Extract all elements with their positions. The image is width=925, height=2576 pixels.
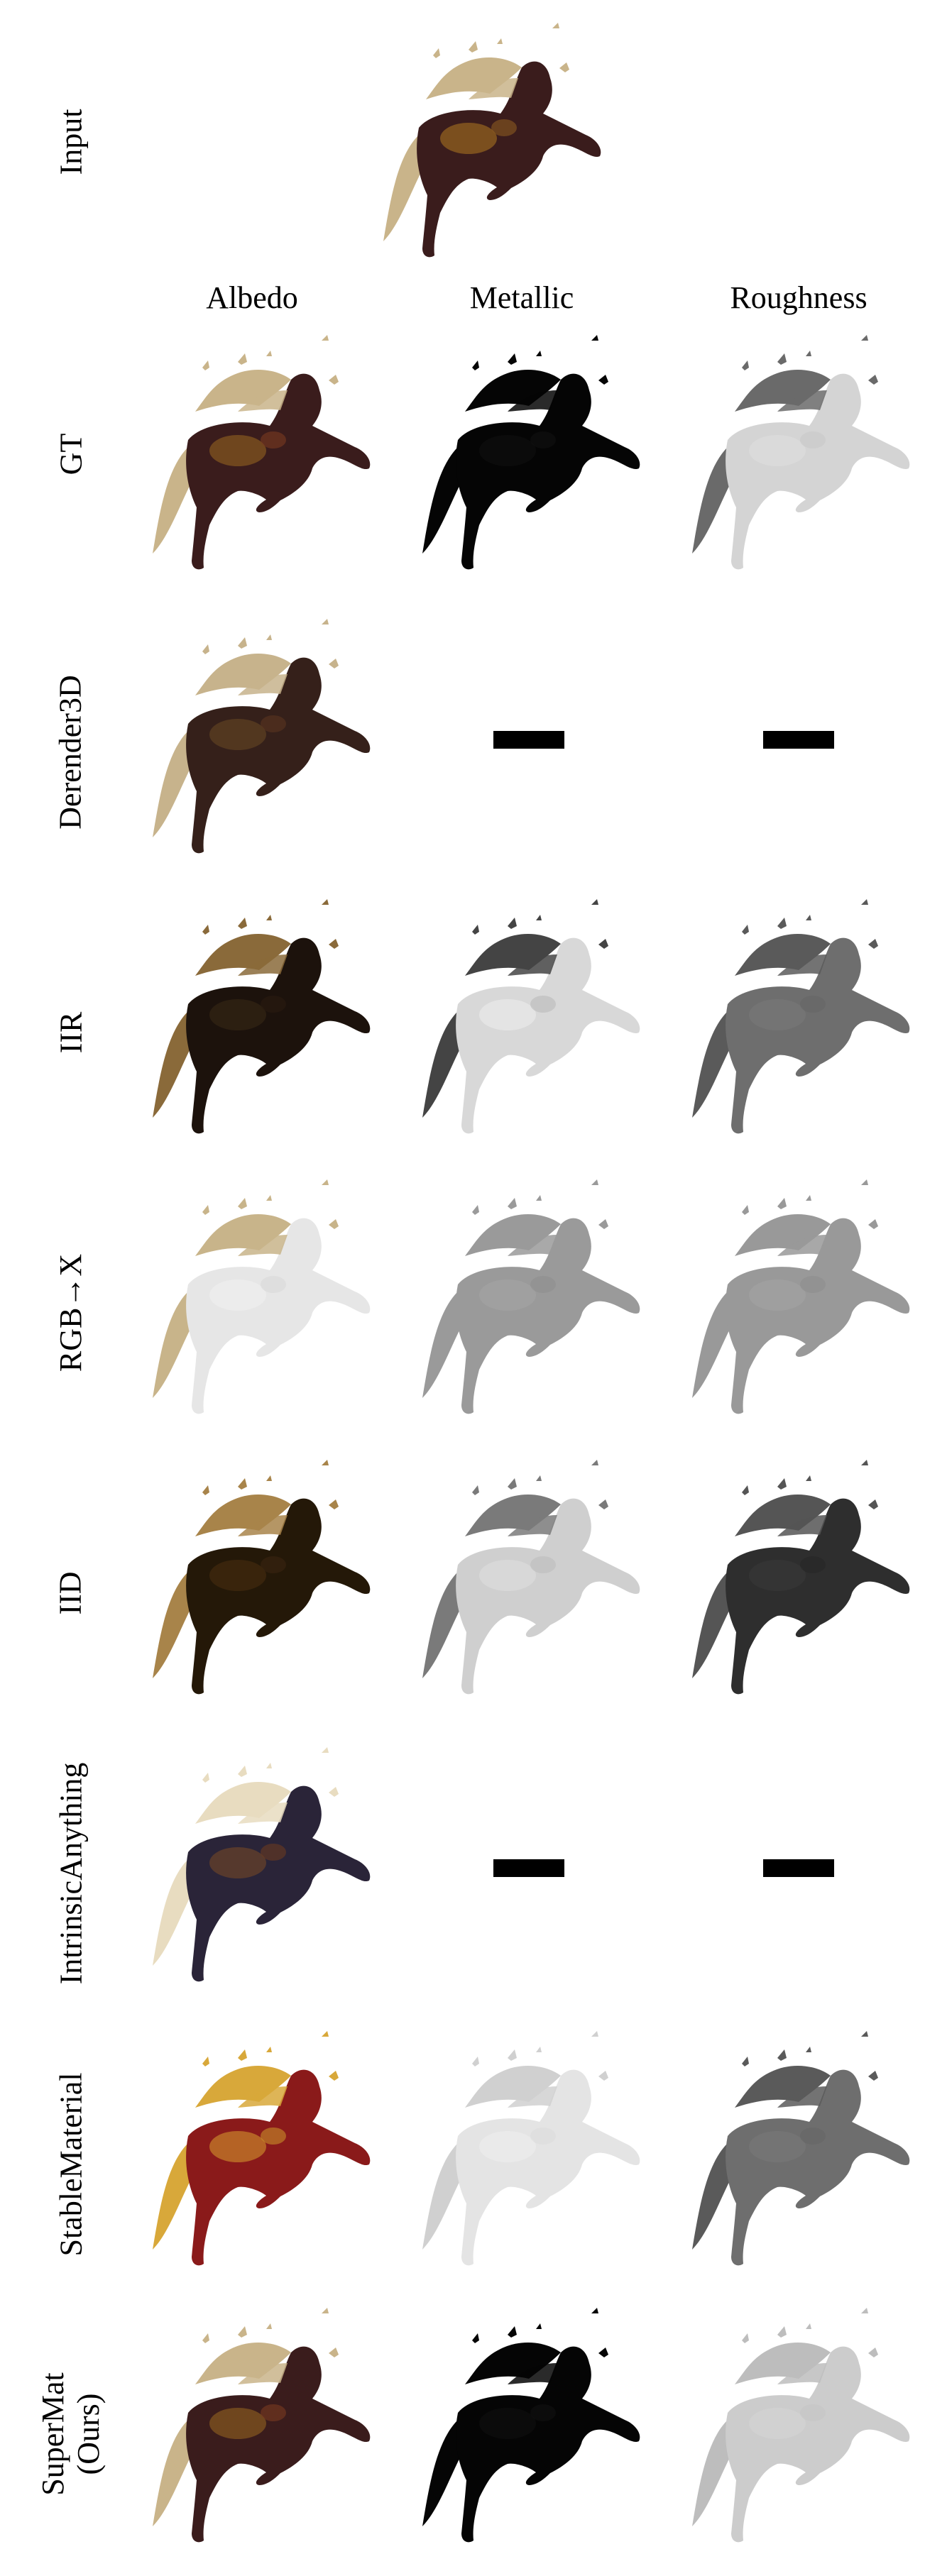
image-roughness-iid [678,1451,919,1707]
unavailable-mark-roughness-intrinsicanything [763,1859,834,1877]
column-header-metallic: Metallic [469,280,574,315]
image-albedo-stablematerial [138,2022,380,2278]
row-label-supermat: SuperMat (Ours) [35,2372,106,2496]
image-metallic-rgb-x [408,1171,650,1426]
image-metallic-gt [408,326,650,582]
image-albedo-iid [138,1451,380,1707]
image-roughness-rgb-x [678,1171,919,1426]
column-header-albedo: Albedo [206,280,298,315]
row-label-input: Input [53,109,88,175]
row-label-iir: IIR [53,1011,88,1054]
row-label-gt: GT [53,433,88,475]
column-header-roughness: Roughness [730,280,867,315]
row-label-iid: IID [53,1571,88,1615]
image-albedo-iir [138,891,380,1146]
image-roughness-iir [678,891,919,1146]
image-roughness-supermat [678,2299,919,2555]
image-albedo-rgb-x [138,1171,380,1426]
image-metallic-iid [408,1451,650,1707]
row-label-rgbx: RGB→X [53,1253,88,1372]
row-label-derender3d: Derender3D [53,675,89,830]
image-roughness-gt [678,326,919,582]
input-image [369,14,611,270]
row-label-stablematerial: StableMaterial [53,2072,89,2257]
image-albedo-gt [138,326,380,582]
image-albedo-intrinsicanything [138,1739,380,1994]
image-roughness-stablematerial [678,2022,919,2278]
row-label-intrinsicanything: IntrinsicAnything [53,1762,89,1985]
unavailable-mark-metallic-intrinsicanything [493,1859,564,1877]
image-albedo-supermat [138,2299,380,2555]
image-metallic-stablematerial [408,2022,650,2278]
image-albedo-derender3d [138,610,380,866]
image-metallic-iir [408,891,650,1146]
image-metallic-supermat [408,2299,650,2555]
unavailable-mark-roughness-derender3d [763,731,834,749]
unavailable-mark-metallic-derender3d [493,731,564,749]
